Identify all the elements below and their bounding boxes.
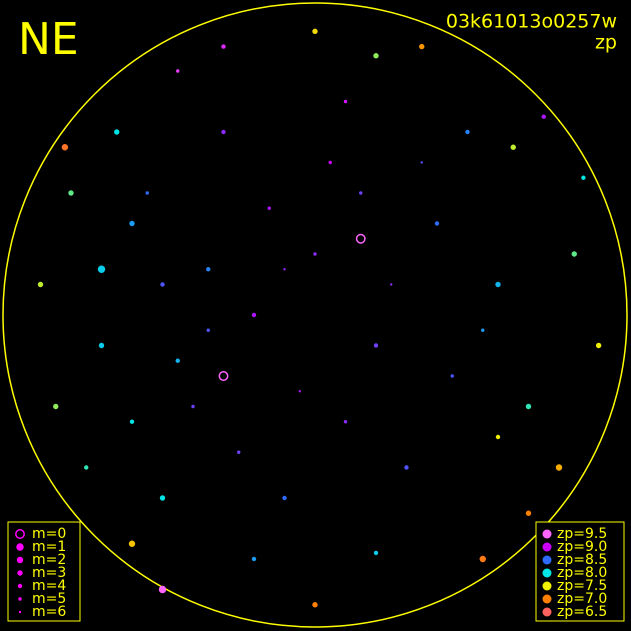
- legend-symbol: [18, 597, 22, 601]
- legend-symbol: [17, 583, 23, 589]
- star: [251, 556, 257, 562]
- star: [298, 390, 301, 393]
- star: [465, 129, 470, 135]
- star: [373, 550, 379, 556]
- star: [495, 281, 501, 288]
- star: [68, 190, 74, 196]
- legend-symbol: [542, 529, 552, 539]
- legend-label: m=3: [32, 565, 66, 581]
- star: [390, 283, 393, 286]
- stars: [37, 28, 602, 608]
- legend-symbol: [16, 556, 24, 564]
- star: [129, 419, 135, 424]
- star: [84, 465, 89, 470]
- star: [53, 403, 59, 410]
- star: [251, 312, 257, 318]
- star: [97, 265, 106, 273]
- star: [128, 540, 136, 547]
- star: [267, 206, 271, 210]
- star: [221, 129, 226, 135]
- legend-label: zp=9.5: [557, 526, 607, 542]
- star: [37, 281, 44, 288]
- star: [206, 267, 211, 272]
- legend-symbol: [542, 607, 552, 617]
- star: [373, 343, 379, 348]
- legend-label: zp=7.5: [557, 578, 607, 594]
- star: [571, 251, 577, 257]
- star: [510, 144, 516, 150]
- star: [343, 420, 348, 424]
- star: [555, 464, 563, 471]
- legend-symbol: [16, 543, 24, 551]
- zp-legend: zp=9.5zp=9.0zp=8.5zp=8.0zp=7.5zp=7.0zp=6…: [535, 521, 625, 622]
- star: [525, 403, 532, 410]
- star: [145, 191, 149, 195]
- star: [175, 358, 180, 363]
- star: [373, 53, 379, 59]
- star: [541, 114, 546, 119]
- legend-label: m=4: [32, 578, 66, 594]
- star: [206, 328, 210, 332]
- frame-id: 03k61013o0257w: [446, 11, 617, 33]
- legend-label: zp=6.5: [557, 604, 607, 620]
- legend-symbol: [17, 570, 23, 576]
- chart-title: NE: [18, 14, 79, 65]
- legend-symbol: [542, 594, 552, 604]
- legend-symbol: [15, 529, 25, 539]
- star: [581, 175, 586, 180]
- star: [525, 510, 532, 516]
- star: [191, 404, 195, 409]
- legend-label: m=1: [32, 539, 66, 555]
- star: [450, 374, 454, 378]
- subtitle: zp: [595, 32, 617, 54]
- legend-label: m=6: [32, 604, 66, 620]
- m-legend: m=0m=1m=2m=3m=4m=5m=6: [7, 521, 81, 622]
- star: [114, 129, 120, 135]
- legend-label: zp=8.0: [557, 565, 607, 581]
- star: [419, 43, 425, 50]
- star: [283, 268, 286, 271]
- star: [434, 221, 440, 226]
- legend-label: zp=8.5: [557, 552, 607, 568]
- star: [160, 282, 165, 287]
- star: [158, 585, 167, 594]
- star: [355, 233, 366, 244]
- star: [495, 434, 501, 440]
- star: [595, 342, 602, 349]
- star: [221, 44, 226, 49]
- star: [479, 555, 486, 563]
- legend-label: m=2: [32, 552, 66, 568]
- star: [282, 495, 287, 501]
- legend-symbol: [542, 568, 552, 578]
- legend-label: m=5: [32, 591, 66, 607]
- legend-label: zp=9.0: [557, 539, 607, 555]
- star: [359, 191, 363, 195]
- star: [98, 342, 105, 349]
- star: [420, 161, 423, 164]
- star: [313, 252, 317, 256]
- legend-symbol: [542, 581, 552, 591]
- star: [343, 99, 348, 104]
- star: [481, 328, 485, 332]
- star: [159, 495, 166, 501]
- legend-symbol: [542, 555, 552, 565]
- star: [237, 450, 241, 454]
- legend-symbol: [542, 542, 552, 552]
- star: [176, 69, 180, 73]
- legend-label: zp=7.0: [557, 591, 607, 607]
- star: [328, 160, 332, 165]
- legend-symbol: [18, 610, 22, 614]
- star: [312, 602, 318, 608]
- legend-label: m=0: [32, 526, 66, 542]
- star: [218, 371, 229, 381]
- star: [61, 144, 69, 151]
- star: [129, 220, 135, 227]
- star: [404, 465, 409, 470]
- star: [312, 28, 318, 35]
